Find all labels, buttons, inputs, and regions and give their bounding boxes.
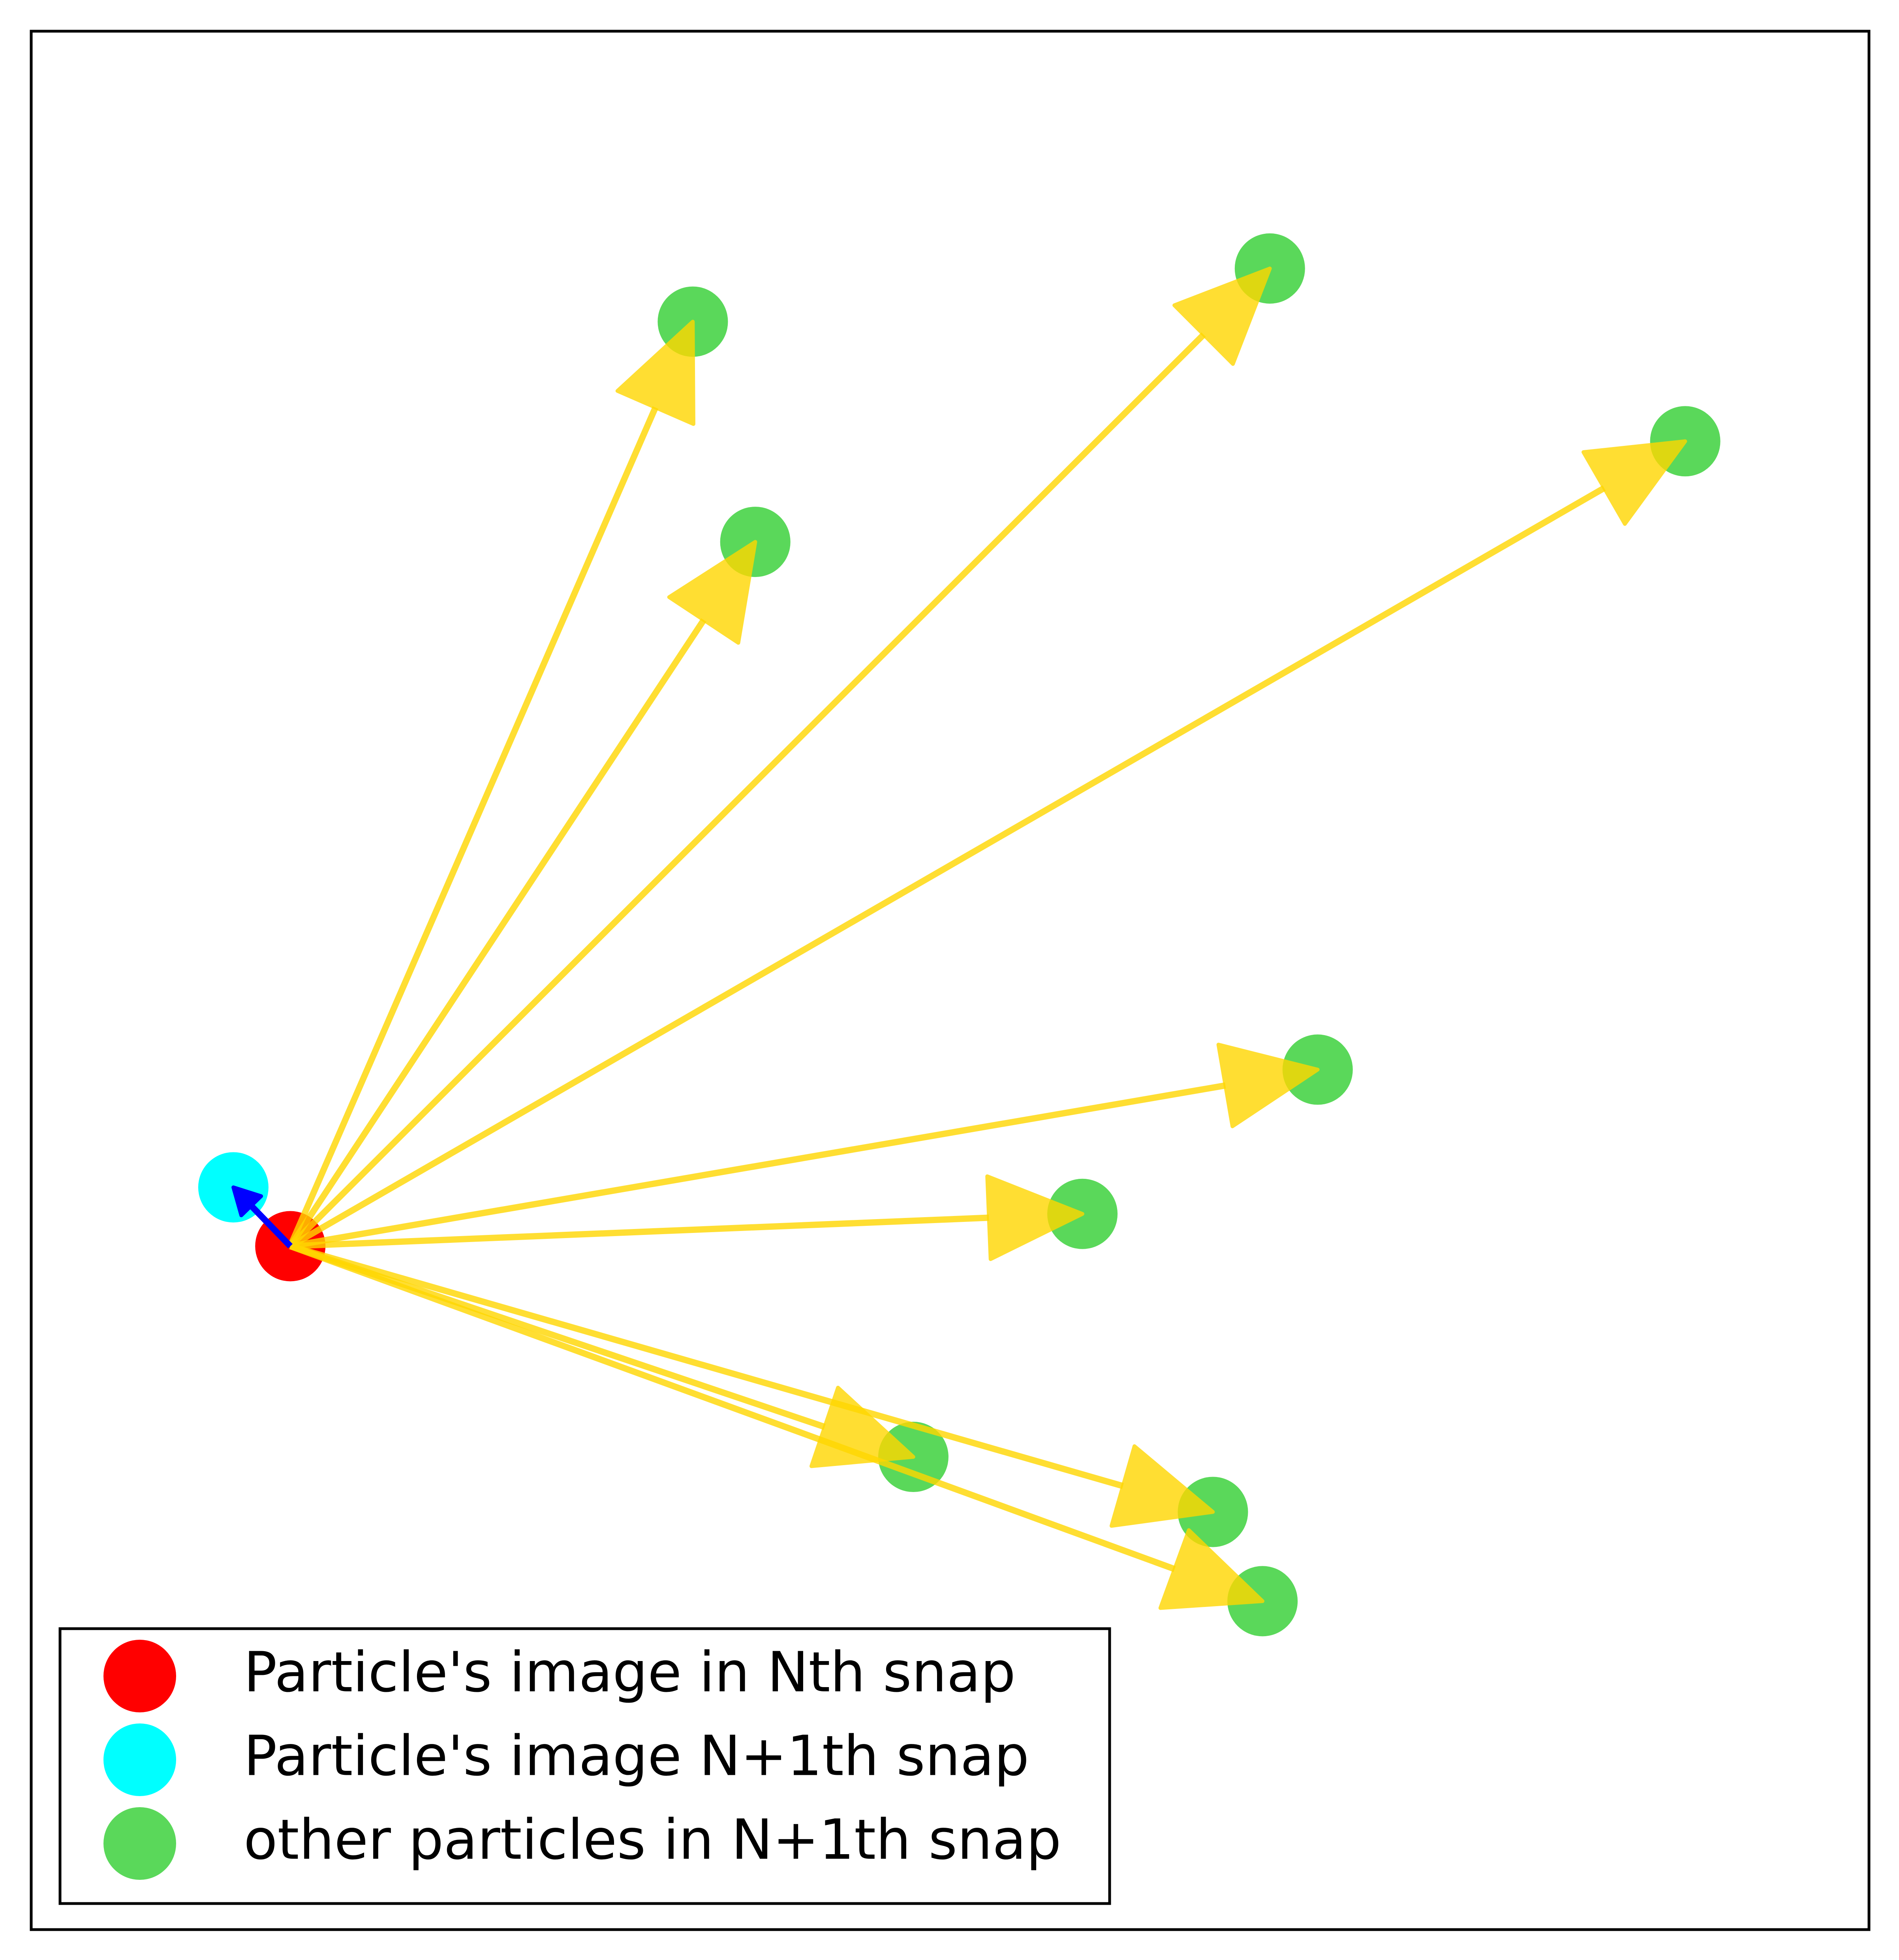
- legend-marker: [103, 1640, 176, 1712]
- distance-arrow-shaft: [289, 485, 1606, 1249]
- legend-marker: [103, 1723, 176, 1796]
- distance-arrow-head: [1109, 1444, 1215, 1528]
- distance-arrow-head: [615, 319, 695, 426]
- distance-arrow-head: [1172, 267, 1272, 366]
- move-arrow-shaft: [249, 1203, 293, 1249]
- distance-arrow-head: [1216, 1043, 1320, 1128]
- move-arrow-head: [231, 1185, 263, 1218]
- legend-label: other particles in N+1th snap: [244, 1808, 1061, 1872]
- distance-arrow-shaft: [289, 1243, 1176, 1572]
- plot-frame: [30, 30, 1871, 1931]
- distance-arrow-head: [667, 540, 757, 645]
- distance-arrow-shaft: [290, 1214, 989, 1250]
- distance-arrow-head: [1582, 439, 1687, 526]
- distance-arrow-shaft: [287, 618, 706, 1248]
- legend-marker: [103, 1807, 176, 1880]
- distance-arrow-shaft: [289, 1082, 1226, 1250]
- distance-arrow-shaft: [288, 332, 1206, 1249]
- distance-arrow-shaft: [289, 1243, 1124, 1489]
- legend-box: [58, 1627, 1111, 1905]
- distance-arrow-head: [1158, 1528, 1264, 1610]
- legend-label: Particle's image N+1th snap: [244, 1724, 1029, 1789]
- distance-arrow-head: [985, 1174, 1084, 1261]
- legend-label: Particle's image in Nth snap: [244, 1641, 1016, 1705]
- distance-arrow-shaft: [287, 406, 659, 1248]
